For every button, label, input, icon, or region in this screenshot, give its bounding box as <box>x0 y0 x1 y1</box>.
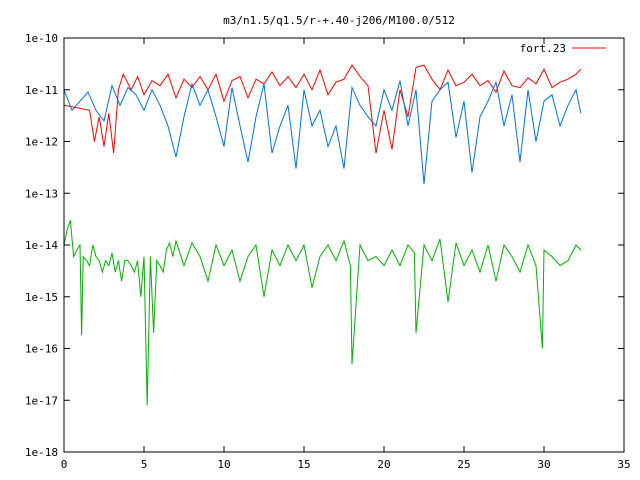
chart-title: m3/n1.5/q1.5/r-+.40-j206/M100.0/512 <box>223 14 455 27</box>
x-tick-label: 15 <box>297 458 310 471</box>
y-tick-label: 1e-11 <box>25 84 58 97</box>
y-tick-label: 1e-13 <box>25 187 58 200</box>
x-tick-label: 20 <box>377 458 390 471</box>
y-tick-label: 1e-18 <box>25 446 58 459</box>
series-line-3 <box>63 220 582 406</box>
x-tick-label: 0 <box>61 458 68 471</box>
series-line-1 <box>63 64 582 154</box>
y-tick-label: 1e-12 <box>25 136 58 149</box>
x-tick-label: 10 <box>217 458 230 471</box>
legend-label: fort.23 <box>520 42 566 55</box>
y-tick-label: 1e-10 <box>25 32 58 45</box>
x-tick-label: 35 <box>617 458 630 471</box>
x-tick-label: 25 <box>457 458 470 471</box>
tick-layer: 0 5 10 15 20 25 30 35 1e-10 1e-11 1e-12 1e-13 1e-14 1… <box>25 32 631 471</box>
y-tick-label: 1e-15 <box>25 291 58 304</box>
y-tick-label: 1e-17 <box>25 394 58 407</box>
legend: fort.23 <box>520 42 606 55</box>
y-tick-label: 1e-14 <box>25 239 58 252</box>
series-layer <box>63 64 582 406</box>
x-tick-label: 30 <box>537 458 550 471</box>
x-tick-label: 5 <box>141 458 148 471</box>
series-line-2 <box>63 80 582 185</box>
y-tick-label: 1e-16 <box>25 343 58 356</box>
